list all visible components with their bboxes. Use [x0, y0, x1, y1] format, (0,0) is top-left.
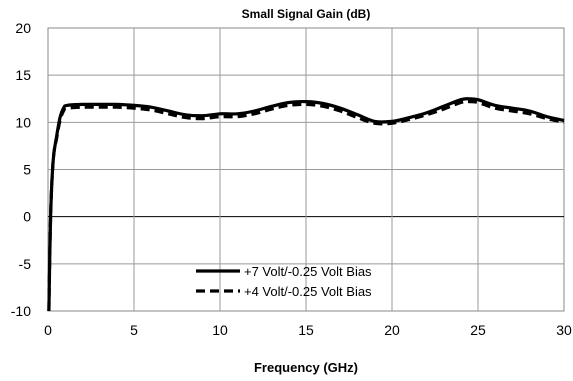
y-tick-label: 15	[15, 67, 31, 83]
legend: +7 Volt/-0.25 Volt Bias +4 Volt/-0.25 Vol…	[196, 264, 372, 299]
y-tick-label: 10	[15, 114, 31, 130]
axis-layer: -10 -5 0 5 10 15 20 0 5 10 15 20 25 30	[11, 20, 572, 338]
x-tick-label: 30	[556, 322, 572, 338]
y-tick-label: -5	[19, 256, 32, 272]
series-layer	[47, 97, 565, 312]
y-tick-label: 0	[23, 209, 31, 225]
x-tick-label: 20	[384, 322, 400, 338]
legend-label-1: +7 Volt/-0.25 Volt Bias	[244, 264, 372, 279]
x-tick-label: 0	[44, 322, 52, 338]
x-axis-label: Frequency (GHz)	[254, 360, 358, 375]
legend-label-2: +4 Volt/-0.25 Volt Bias	[244, 284, 372, 299]
x-tick-label: 10	[212, 322, 228, 338]
y-tick-label: 5	[23, 162, 31, 178]
x-tick-label: 25	[470, 322, 486, 338]
series-line-1	[47, 97, 565, 312]
chart-title: Small Signal Gain (dB)	[242, 7, 371, 21]
y-tick-label: -10	[11, 303, 31, 319]
x-tick-label: 15	[298, 322, 314, 338]
y-tick-label: 20	[15, 20, 31, 36]
series-line-2	[47, 99, 565, 312]
grid-layer	[47, 27, 565, 312]
x-tick-label: 5	[130, 322, 138, 338]
